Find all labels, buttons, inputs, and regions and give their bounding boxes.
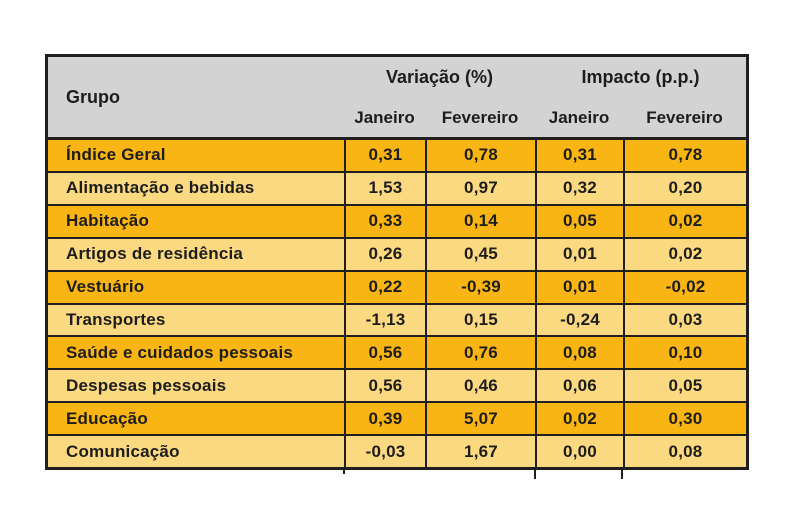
cell-impacto-fevereiro: -0,02 bbox=[623, 271, 746, 303]
cell-impacto-janeiro: 0,05 bbox=[535, 205, 623, 237]
cell-variacao-janeiro: 0,56 bbox=[344, 337, 425, 369]
cell-impacto-janeiro: 0,00 bbox=[535, 436, 623, 468]
cell-impacto-fevereiro: 0,08 bbox=[623, 436, 746, 468]
cell-impacto-fevereiro: 0,20 bbox=[623, 172, 746, 204]
row-label: Vestuário bbox=[66, 277, 145, 297]
cell-impacto-janeiro: 0,02 bbox=[535, 403, 623, 435]
cell-impacto-fevereiro: 0,10 bbox=[623, 337, 746, 369]
cell-variacao-janeiro: 0,33 bbox=[344, 205, 425, 237]
cell-variacao-janeiro: 0,56 bbox=[344, 370, 425, 402]
cell-variacao-fevereiro: 0,45 bbox=[425, 238, 535, 270]
cell-variacao-fevereiro: 0,46 bbox=[425, 370, 535, 402]
cell-variacao-fevereiro: 0,14 bbox=[425, 205, 535, 237]
cell-variacao-fevereiro: -0,39 bbox=[425, 271, 535, 303]
table-row-transportes: Transportes -1,13 0,15 -0,24 0,03 bbox=[48, 302, 746, 336]
cell-impacto-janeiro: 0,31 bbox=[535, 140, 623, 171]
cell-impacto-janeiro: -0,24 bbox=[535, 304, 623, 336]
table-border-stub bbox=[534, 468, 536, 479]
cell-variacao-fevereiro: 5,07 bbox=[425, 403, 535, 435]
row-label: Saúde e cuidados pessoais bbox=[66, 342, 294, 362]
cell-impacto-fevereiro: 0,05 bbox=[623, 370, 746, 402]
cell-impacto-janeiro: 0,01 bbox=[535, 271, 623, 303]
cell-variacao-janeiro: 0,22 bbox=[344, 271, 425, 303]
cell-variacao-janeiro: 0,39 bbox=[344, 403, 425, 435]
cell-impacto-janeiro: 0,32 bbox=[535, 172, 623, 204]
cell-variacao-fevereiro: 1,67 bbox=[425, 436, 535, 468]
row-label: Educação bbox=[66, 408, 148, 428]
cell-variacao-fevereiro: 0,78 bbox=[425, 140, 535, 171]
table-row-artigos-residencia: Artigos de residência 0,26 0,45 0,01 0,0… bbox=[48, 236, 746, 270]
cell-variacao-janeiro: 1,53 bbox=[344, 172, 425, 204]
column-header-variacao-janeiro: Janeiro bbox=[354, 107, 415, 127]
cell-variacao-fevereiro: 0,97 bbox=[425, 172, 535, 204]
table-row-despesas-pessoais: Despesas pessoais 0,56 0,46 0,06 0,05 bbox=[48, 368, 746, 402]
table-border-stub bbox=[621, 468, 623, 479]
table-row-comunicacao: Comunicação -0,03 1,67 0,00 0,08 bbox=[48, 434, 746, 468]
cell-impacto-fevereiro: 0,02 bbox=[623, 205, 746, 237]
table-row-alimentacao: Alimentação e bebidas 1,53 0,97 0,32 0,2… bbox=[48, 170, 746, 204]
column-header-variacao-fevereiro: Fevereiro bbox=[441, 107, 519, 127]
cell-impacto-janeiro: 0,01 bbox=[535, 238, 623, 270]
table-row-saude: Saúde e cuidados pessoais 0,56 0,76 0,08… bbox=[48, 335, 746, 369]
row-label: Despesas pessoais bbox=[66, 375, 227, 395]
row-label: Alimentação e bebidas bbox=[66, 178, 255, 198]
cell-variacao-fevereiro: 0,76 bbox=[425, 337, 535, 369]
row-label: Artigos de residência bbox=[66, 244, 244, 264]
table-border-stub bbox=[343, 468, 345, 474]
ipca-groups-table: Grupo Variação (%) Impacto (p.p.) Janeir… bbox=[45, 54, 749, 470]
table-row-habitacao: Habitação 0,33 0,14 0,05 0,02 bbox=[48, 203, 746, 237]
cell-variacao-janeiro: 0,26 bbox=[344, 238, 425, 270]
table-row-educacao: Educação 0,39 5,07 0,02 0,30 bbox=[48, 401, 746, 435]
table-row-indice-geral: Índice Geral 0,31 0,78 0,31 0,78 bbox=[48, 140, 746, 171]
column-header-impacto-fevereiro: Fevereiro bbox=[646, 107, 723, 127]
row-label: Comunicação bbox=[66, 441, 180, 461]
cell-impacto-fevereiro: 0,30 bbox=[623, 403, 746, 435]
column-header-impacto-janeiro: Janeiro bbox=[548, 107, 610, 127]
cell-impacto-janeiro: 0,08 bbox=[535, 337, 623, 369]
cell-variacao-janeiro: -1,13 bbox=[344, 304, 425, 336]
row-label: Habitação bbox=[66, 211, 150, 231]
column-header-grupo: Grupo bbox=[66, 86, 120, 107]
row-label: Transportes bbox=[66, 309, 166, 329]
cell-impacto-fevereiro: 0,78 bbox=[623, 140, 746, 171]
cell-variacao-fevereiro: 0,15 bbox=[425, 304, 535, 336]
column-group-impacto: Impacto (p.p.) bbox=[581, 67, 700, 88]
table-header: Grupo Variação (%) Impacto (p.p.) Janeir… bbox=[48, 57, 746, 140]
cell-impacto-fevereiro: 0,03 bbox=[623, 304, 746, 336]
cell-impacto-fevereiro: 0,02 bbox=[623, 238, 746, 270]
cell-impacto-janeiro: 0,06 bbox=[535, 370, 623, 402]
cell-variacao-janeiro: 0,31 bbox=[344, 140, 425, 171]
cell-variacao-janeiro: -0,03 bbox=[344, 436, 425, 468]
row-label: Índice Geral bbox=[66, 145, 166, 165]
table-body: Índice Geral 0,31 0,78 0,31 0,78 Aliment… bbox=[48, 140, 746, 468]
table-row-vestuario: Vestuário 0,22 -0,39 0,01 -0,02 bbox=[48, 269, 746, 303]
column-group-variacao: Variação (%) bbox=[385, 67, 494, 88]
